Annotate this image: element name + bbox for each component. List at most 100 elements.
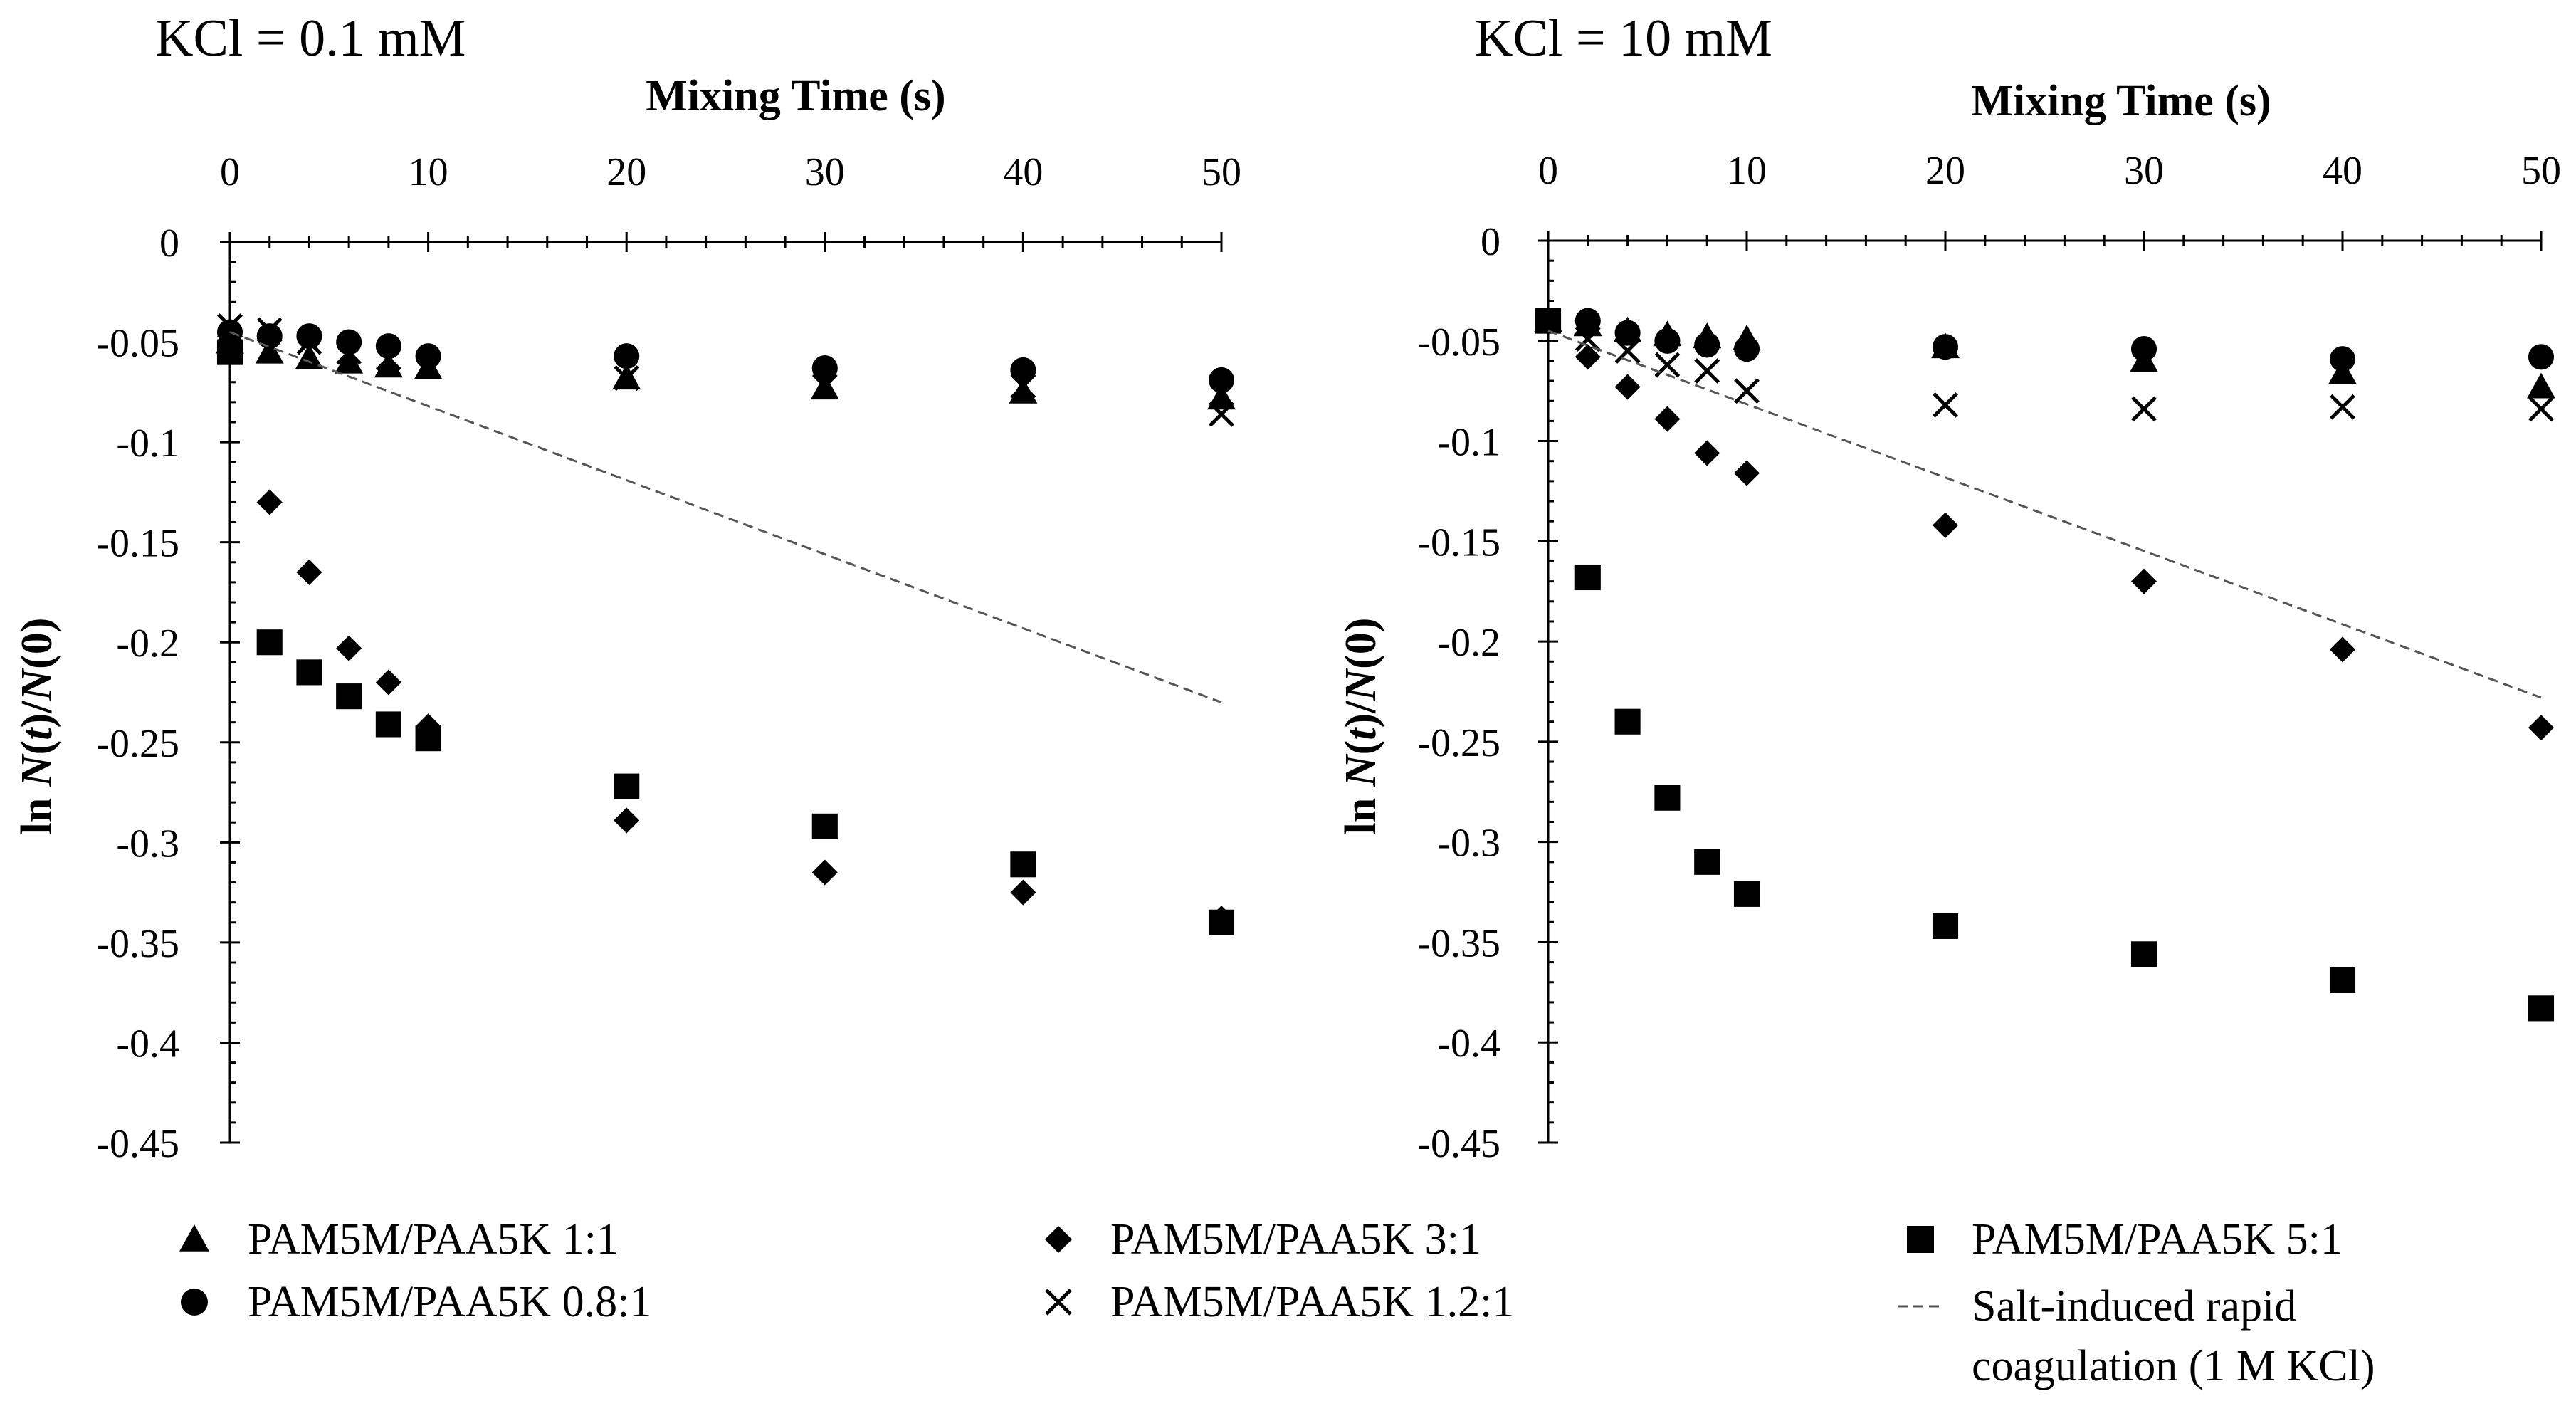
legend-label-line1: Salt-induced rapid bbox=[1972, 1282, 2296, 1331]
data-point-right-square bbox=[1932, 913, 1959, 939]
data-point-left-circle bbox=[336, 329, 362, 355]
data-point-left-diamond bbox=[336, 635, 362, 661]
data-point-left-square bbox=[1208, 909, 1235, 935]
data-point-right-x bbox=[1694, 358, 1720, 384]
data-point-left-diamond bbox=[296, 559, 322, 585]
data-point-right-circle bbox=[1932, 334, 1959, 360]
plot-area-right: 0 10 20 30 40 50 0 -0.05 -0.1 -0.15 -0.2 -0.25 -0.3 -… bbox=[1417, 149, 2561, 1166]
y-tick-label-left: -0.3 bbox=[116, 822, 179, 866]
data-point-left-x bbox=[415, 353, 441, 379]
data-point-left-triangle bbox=[255, 337, 284, 364]
legend-marker-square bbox=[1907, 1226, 1934, 1253]
y-tick-label-left: -0.1 bbox=[116, 421, 179, 466]
data-point-left-triangle bbox=[335, 347, 364, 374]
data-point-left-triangle bbox=[1207, 384, 1236, 410]
data-point-left-triangle bbox=[1009, 377, 1038, 404]
data-point-left-square bbox=[375, 711, 401, 738]
data-point-right-circle bbox=[1574, 308, 1601, 334]
y-tick-label-right: -0.2 bbox=[1437, 621, 1500, 665]
x-tick-label-right: 40 bbox=[2323, 149, 2362, 193]
y-axis-title-left: ln N(t)/N(0) bbox=[13, 618, 61, 835]
data-point-left-square bbox=[1010, 851, 1036, 878]
y-tick-label-left: -0.25 bbox=[96, 722, 179, 766]
y-tick-label-right: 0 bbox=[1481, 220, 1500, 264]
data-point-left-square bbox=[415, 725, 441, 752]
data-point-left-diamond bbox=[811, 859, 838, 886]
data-point-left-square bbox=[256, 629, 283, 656]
legend-marker-diamond bbox=[1045, 1226, 1072, 1253]
x-tick-label-right: 0 bbox=[1538, 149, 1558, 193]
y-tick-label-left: -0.45 bbox=[96, 1122, 179, 1166]
data-point-right-square bbox=[2130, 941, 2157, 967]
data-point-left-circle bbox=[375, 333, 401, 360]
data-point-right-x bbox=[1574, 326, 1601, 352]
data-point-right-x bbox=[1734, 378, 1760, 404]
data-point-right-circle bbox=[1733, 335, 1760, 362]
data-point-right-diamond bbox=[2130, 568, 2157, 594]
x-tick-label-right: 10 bbox=[1727, 149, 1767, 193]
data-point-left-square bbox=[336, 683, 362, 710]
legend-label: PAM5M/PAA5K 1.2:1 bbox=[1110, 1278, 1514, 1326]
chart-title-right: KCl = 10 mM bbox=[1475, 9, 1772, 68]
legend-marker-triangle bbox=[179, 1224, 209, 1252]
data-point-right-circle bbox=[2528, 344, 2555, 370]
x-tick-label-left: 50 bbox=[1202, 150, 1241, 194]
data-point-right-diamond bbox=[1574, 344, 1601, 370]
legend-marker-circle bbox=[181, 1289, 208, 1316]
data-point-right-diamond bbox=[1932, 512, 1959, 538]
data-point-left-diamond bbox=[614, 807, 640, 834]
x-tick-label-right: 50 bbox=[2521, 149, 2561, 193]
x-tick-label-left: 0 bbox=[220, 150, 240, 194]
y-tick-label-left: 0 bbox=[159, 221, 179, 266]
data-point-left-x bbox=[217, 313, 243, 339]
y-tick-label-right: -0.3 bbox=[1437, 822, 1500, 866]
data-point-right-circle bbox=[1654, 327, 1681, 354]
y-tick-label-left: -0.4 bbox=[116, 1022, 179, 1066]
data-point-left-circle bbox=[256, 323, 283, 350]
data-point-left-square bbox=[614, 773, 640, 799]
data-point-right-square bbox=[1614, 708, 1641, 735]
data-point-left-square bbox=[296, 659, 322, 686]
data-point-left-square bbox=[216, 339, 243, 365]
legend-label: PAM5M/PAA5K 1:1 bbox=[248, 1215, 619, 1264]
data-point-left-circle bbox=[1010, 357, 1036, 383]
data-point-right-circle bbox=[1694, 332, 1720, 358]
x-tick-label-left: 20 bbox=[606, 150, 646, 194]
series-line-right-rapid-coagulation bbox=[1547, 330, 2542, 699]
data-point-right-square bbox=[2329, 967, 2356, 993]
legend-label-line2: coagulation (1 M KCl) bbox=[1972, 1342, 2375, 1390]
data-point-left-circle bbox=[811, 355, 838, 382]
data-point-right-diamond bbox=[1733, 460, 1760, 486]
data-point-right-triangle bbox=[2527, 372, 2555, 399]
y-tick-label-right: -0.45 bbox=[1417, 1122, 1500, 1166]
x-tick-label-right: 20 bbox=[1925, 149, 1965, 193]
data-point-left-x bbox=[375, 345, 401, 371]
legend-label: PAM5M/PAA5K 5:1 bbox=[1972, 1215, 2343, 1264]
data-point-left-x bbox=[296, 329, 322, 355]
data-point-right-square bbox=[1694, 849, 1720, 875]
data-point-right-diamond bbox=[2329, 636, 2356, 663]
x-tick-label-left: 30 bbox=[805, 150, 845, 194]
data-point-right-circle bbox=[1614, 320, 1641, 346]
data-point-right-square bbox=[1654, 785, 1681, 811]
legend-label: PAM5M/PAA5K 0.8:1 bbox=[248, 1278, 651, 1326]
y-tick-label-right: -0.4 bbox=[1437, 1022, 1500, 1066]
x-tick-label-left: 10 bbox=[409, 150, 448, 194]
data-point-right-x bbox=[2131, 396, 2157, 422]
data-point-left-diamond bbox=[1010, 879, 1036, 906]
chart-title-left: KCl = 0.1 mM bbox=[155, 9, 466, 68]
x-axis-title-right: Mixing Time (s) bbox=[1971, 77, 2271, 125]
data-point-right-circle bbox=[2130, 335, 2157, 362]
data-point-left-x bbox=[256, 317, 283, 343]
data-point-left-triangle bbox=[374, 352, 403, 378]
data-point-left-circle bbox=[415, 343, 441, 369]
x-tick-label-left: 40 bbox=[1003, 150, 1043, 194]
data-point-right-circle bbox=[2329, 346, 2356, 372]
data-point-left-circle bbox=[296, 323, 322, 350]
legend-marker-x bbox=[1045, 1289, 1072, 1316]
y-tick-label-left: -0.2 bbox=[116, 621, 179, 666]
data-point-right-diamond bbox=[2528, 715, 2555, 741]
data-point-left-x bbox=[811, 373, 838, 399]
x-axis-title-left: Mixing Time (s) bbox=[646, 72, 945, 120]
